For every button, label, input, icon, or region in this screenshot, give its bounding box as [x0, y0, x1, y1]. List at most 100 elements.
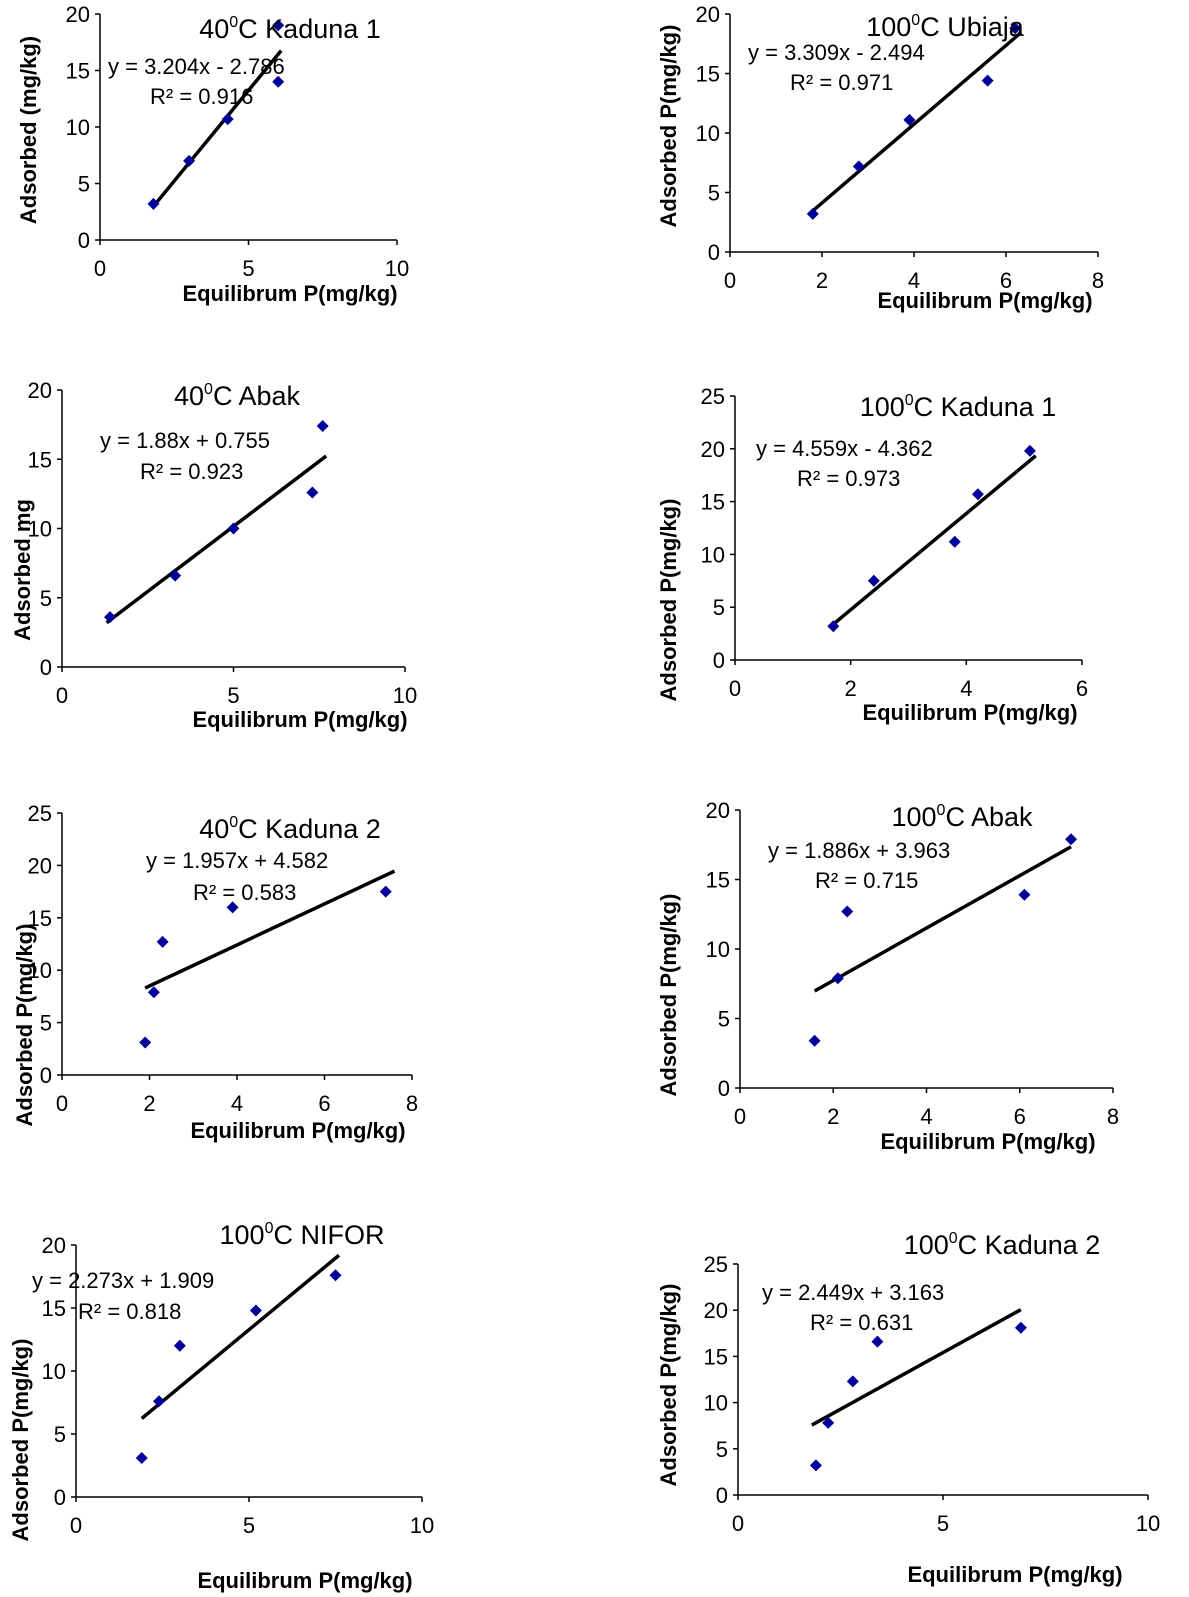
- r-squared-label: R² = 0.715: [815, 868, 918, 893]
- data-point: [841, 905, 854, 918]
- x-tick-label: 2: [845, 676, 857, 701]
- data-point: [948, 535, 961, 548]
- title-site: Kaduna 2: [985, 1230, 1101, 1260]
- data-point: [852, 160, 865, 173]
- trendline-equation: y = 1.88x + 0.755: [100, 428, 270, 453]
- x-tick-label: 5: [937, 1511, 949, 1536]
- trendline-equation: y = 4.559x - 4.362: [756, 436, 933, 461]
- title-unit: C: [238, 14, 265, 44]
- x-tick-label: 4: [960, 676, 972, 701]
- y-tick-label: 5: [718, 1007, 730, 1032]
- y-axis-label: Adsorbed P(mg/kg): [656, 499, 681, 702]
- r-squared-label: R² = 0.971: [790, 70, 893, 95]
- data-point: [379, 885, 392, 898]
- chart-title: 1000C Kaduna 2: [904, 1230, 1101, 1260]
- chart-title: 400C Kaduna 2: [199, 814, 381, 844]
- y-tick-label: 0: [716, 1483, 728, 1508]
- chart-title: 1000C NIFOR: [220, 1220, 385, 1250]
- y-tick-label: 20: [28, 853, 52, 878]
- x-axis-label: Equilibrum P(mg/kg): [880, 1129, 1095, 1154]
- title-degree-superscript: 0: [905, 392, 914, 409]
- trendline-equation: y = 1.886x + 3.963: [768, 838, 950, 863]
- x-tick-label: 8: [1092, 268, 1104, 293]
- x-tick-label: 10: [410, 1513, 434, 1538]
- y-tick-label: 0: [78, 228, 90, 253]
- x-tick-label: 5: [243, 1513, 255, 1538]
- x-axis-label: Equilibrum P(mg/kg): [862, 700, 1077, 725]
- data-point: [1065, 833, 1078, 846]
- y-tick-label: 10: [704, 1391, 728, 1416]
- x-tick-label: 5: [242, 256, 254, 281]
- y-tick-label: 10: [701, 542, 725, 567]
- x-tick-label: 5: [227, 683, 239, 708]
- y-tick-label: 20: [696, 2, 720, 27]
- data-point: [169, 569, 182, 582]
- y-tick-label: 15: [701, 490, 725, 515]
- y-tick-label: 15: [704, 1344, 728, 1369]
- title-site: Kaduna 2: [265, 814, 381, 844]
- data-point: [221, 113, 234, 126]
- data-point: [135, 1451, 148, 1464]
- y-axis-label: Adsorbed P(mg/kg): [8, 1339, 33, 1542]
- title-temperature: 100: [220, 1220, 265, 1250]
- title-site: Abak: [971, 802, 1033, 832]
- y-axis-label: Adsorbed P(mg/kg): [656, 894, 681, 1097]
- data-point: [156, 935, 169, 948]
- y-tick-label: 5: [713, 595, 725, 620]
- x-tick-label: 6: [318, 1091, 330, 1116]
- y-tick-label: 5: [708, 181, 720, 206]
- trendline-equation: y = 2.273x + 1.909: [32, 1268, 214, 1293]
- y-tick-label: 5: [78, 172, 90, 197]
- chart-title: 1000C Abak: [891, 802, 1033, 832]
- title-unit: C: [238, 814, 265, 844]
- trendline: [140, 1253, 341, 1420]
- trendline-equation: y = 1.957x + 4.582: [146, 848, 328, 873]
- data-point: [183, 154, 196, 167]
- x-tick-label: 2: [816, 268, 828, 293]
- title-temperature: 40: [199, 14, 229, 44]
- data-point: [1009, 22, 1022, 35]
- x-axis-label: Equilibrum P(mg/kg): [192, 707, 407, 732]
- data-point: [981, 74, 994, 87]
- trendline: [813, 845, 1072, 993]
- data-point: [272, 19, 285, 32]
- r-squared-label: R² = 0.973: [797, 466, 900, 491]
- trendline: [105, 454, 328, 625]
- title-unit: C: [945, 802, 971, 832]
- data-point: [226, 901, 239, 914]
- x-tick-label: 10: [1136, 1511, 1160, 1536]
- trendline: [832, 454, 1037, 626]
- trendline-equation: y = 3.309x - 2.494: [748, 40, 925, 65]
- data-point: [104, 611, 117, 624]
- trendline: [811, 32, 1021, 213]
- y-tick-label: 20: [42, 1233, 66, 1258]
- x-tick-label: 0: [732, 1511, 744, 1536]
- y-tick-label: 15: [706, 868, 730, 893]
- title-unit: C: [958, 1230, 985, 1260]
- x-tick-label: 4: [908, 268, 920, 293]
- title-temperature: 40: [199, 814, 229, 844]
- r-squared-label: R² = 0.631: [810, 1310, 913, 1335]
- title-degree-superscript: 0: [911, 12, 920, 29]
- trendline: [152, 49, 283, 208]
- x-tick-label: 0: [734, 1104, 746, 1129]
- title-site: Abak: [238, 381, 300, 411]
- data-point: [1014, 1321, 1027, 1334]
- data-point: [806, 207, 819, 220]
- y-tick-label: 25: [28, 801, 52, 826]
- y-tick-label: 5: [716, 1437, 728, 1462]
- title-site: NIFOR: [300, 1220, 384, 1250]
- x-tick-label: 0: [729, 676, 741, 701]
- title-site: Kaduna 1: [941, 392, 1057, 422]
- data-point: [831, 972, 844, 985]
- x-axis-label: Equilibrum P(mg/kg): [877, 288, 1092, 313]
- y-tick-label: 20: [66, 2, 90, 27]
- data-point: [173, 1339, 186, 1352]
- data-point: [306, 486, 319, 499]
- title-temperature: 40: [174, 381, 204, 411]
